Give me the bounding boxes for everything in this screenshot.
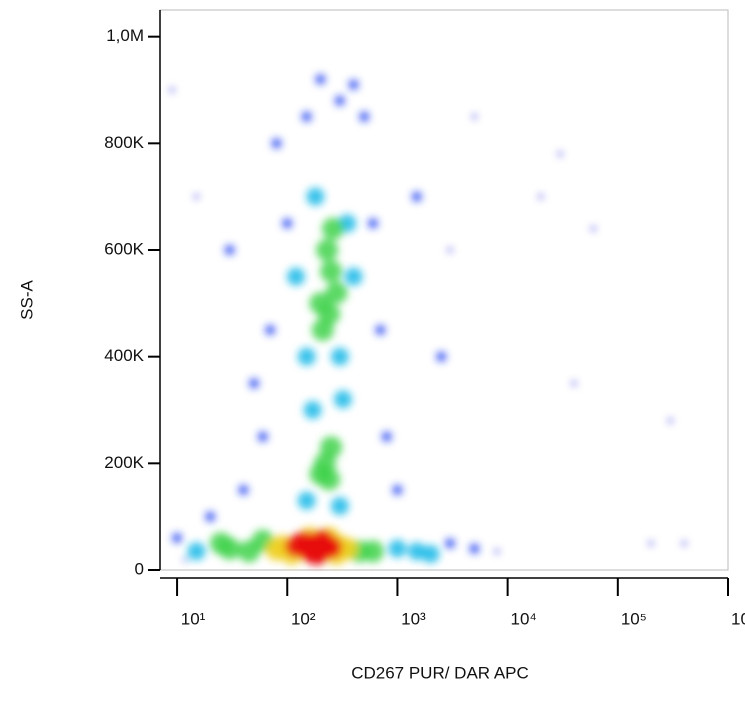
point [472,114,477,119]
point [411,191,422,202]
y-tick-label: 200K [104,453,144,472]
point [224,245,235,255]
point [448,248,453,252]
point [325,281,348,304]
point [330,347,349,366]
point [494,549,499,554]
point [436,351,447,362]
point [205,511,216,522]
y-tick-label: 400K [104,346,144,365]
point [194,194,199,199]
point [668,418,673,423]
y-tick-label: 600K [104,239,144,258]
point [445,538,456,549]
point [306,543,329,565]
point [320,260,343,283]
point [571,381,576,386]
x-tick-label: 10⁴ [511,609,537,628]
point [292,531,315,554]
x-tick-label: 10¹ [181,609,206,628]
point [209,532,232,555]
point [334,95,345,106]
point [172,533,183,543]
point [301,111,312,122]
point [336,537,359,560]
point [315,74,326,85]
point [265,325,276,335]
point [421,545,440,563]
point [306,187,325,206]
point [348,79,359,90]
point [271,138,282,149]
x-tick-label: 10³ [401,609,426,628]
point [187,542,206,561]
point [407,542,426,561]
point [303,401,322,419]
point [367,218,378,229]
y-tick-label: 800K [104,133,144,152]
point [538,194,543,199]
x-tick-label: 10² [291,609,316,628]
point [648,541,653,546]
y-tick-label: 1,0M [106,26,144,45]
y-axis-label: SS-A [17,280,36,320]
point [249,378,260,389]
x-axis-label: CD267 PUR/ DAR APC [351,663,529,682]
point [558,152,563,156]
point [238,485,249,495]
y-tick-label: 0 [135,559,144,578]
point [469,543,480,554]
point [361,540,384,563]
point [682,541,687,546]
point [591,226,596,231]
point [286,267,305,286]
point [318,468,341,491]
point [321,217,344,240]
point [183,557,188,562]
point [333,390,352,409]
density-points [170,74,687,565]
point [330,497,349,515]
x-tick-label: 10⁵ [621,609,647,628]
point [282,218,293,229]
point [320,436,343,459]
point [170,88,175,92]
point [265,538,288,561]
point [316,239,339,261]
point [297,347,316,366]
point [257,431,268,442]
x-tick-label: 10⁶ [731,609,745,628]
point [344,267,363,286]
point [381,431,392,442]
point [359,111,370,122]
point [297,491,316,510]
point [392,485,403,495]
point [375,325,386,335]
point [388,539,407,558]
point [318,303,341,325]
